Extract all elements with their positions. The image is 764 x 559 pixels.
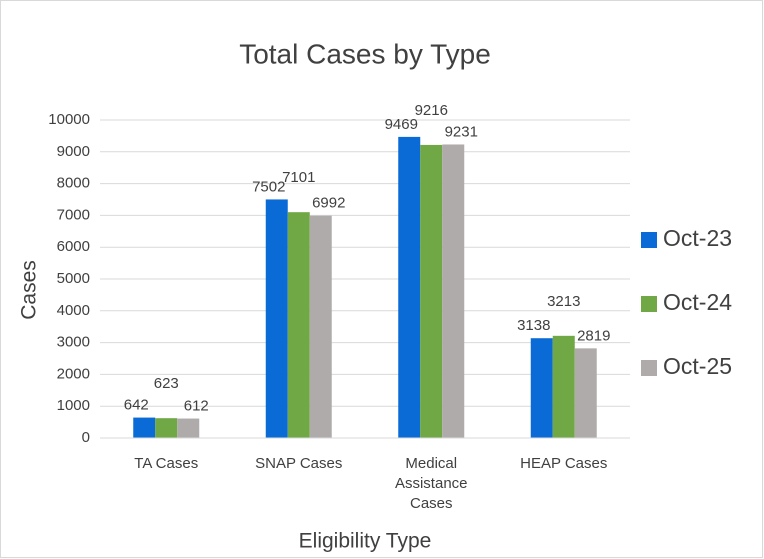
- legend-label: Oct-23: [663, 225, 732, 251]
- bar: [177, 418, 200, 438]
- legend-swatch: [641, 360, 657, 376]
- x-tick-label: Medical Assistance Cases: [394, 455, 468, 512]
- data-label: 6992: [312, 195, 345, 212]
- x-tick-label-box: HEAP Cases: [520, 455, 608, 472]
- y-tick-label: 1000: [57, 397, 90, 414]
- bar: [574, 348, 597, 438]
- x-tick-label: HEAP Cases: [520, 455, 608, 472]
- legend-label: Oct-25: [663, 353, 732, 379]
- data-label: 9469: [385, 116, 418, 133]
- bar: [309, 215, 332, 438]
- y-tick-label: 9000: [57, 143, 90, 160]
- bar: [133, 417, 156, 438]
- legend-swatch: [641, 232, 657, 248]
- data-label: 7502: [252, 178, 285, 195]
- data-label: 9216: [415, 102, 448, 119]
- legend-label: Oct-24: [663, 289, 732, 315]
- chart-title: Total Cases by Type: [239, 38, 491, 69]
- x-tick-label-box: Medical Assistance Cases: [394, 455, 468, 512]
- data-label: 2819: [577, 327, 610, 344]
- bar: [420, 144, 443, 438]
- y-axis-title: Cases: [18, 260, 41, 320]
- y-tick-label: 10000: [48, 111, 90, 128]
- bar: [552, 335, 575, 438]
- y-tick-label: 7000: [57, 206, 90, 223]
- data-label: 3138: [517, 317, 550, 334]
- data-label: 9231: [445, 123, 478, 140]
- legend-swatch: [641, 296, 657, 312]
- y-tick-label: 4000: [57, 302, 90, 319]
- y-tick-label: 6000: [57, 238, 90, 255]
- y-tick-label: 2000: [57, 365, 90, 382]
- x-tick-label-box: SNAP Cases: [255, 455, 343, 472]
- bar: [287, 212, 310, 438]
- data-label: 7101: [282, 169, 315, 186]
- bar: [155, 418, 178, 438]
- x-tick-label: TA Cases: [134, 455, 199, 472]
- bar: [442, 144, 465, 438]
- y-tick-label: 0: [82, 429, 90, 446]
- data-label: 642: [124, 397, 149, 414]
- data-label: 3213: [547, 293, 580, 310]
- x-tick-label: SNAP Cases: [255, 455, 343, 472]
- y-tick-label: 5000: [57, 270, 90, 287]
- data-label: 623: [154, 375, 179, 392]
- x-axis-title: Eligibility Type: [299, 530, 432, 553]
- x-tick-label-box: TA Cases: [134, 455, 199, 472]
- data-label: 612: [184, 398, 209, 415]
- bar: [530, 338, 553, 438]
- y-tick-label: 3000: [57, 334, 90, 351]
- bar: [265, 199, 288, 438]
- y-tick-label: 8000: [57, 175, 90, 192]
- bar: [398, 136, 421, 438]
